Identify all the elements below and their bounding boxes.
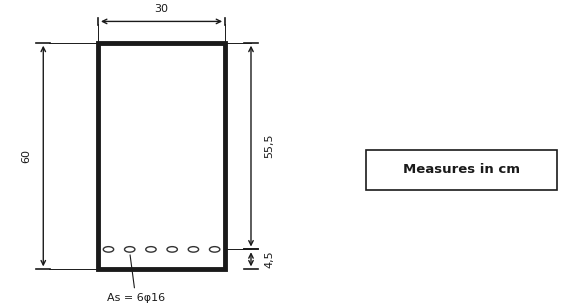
Bar bbox=[98, 43, 225, 269]
Bar bbox=[366, 150, 557, 190]
Text: Measures in cm: Measures in cm bbox=[403, 163, 520, 176]
Text: 4,5: 4,5 bbox=[264, 251, 275, 268]
Text: 60: 60 bbox=[21, 149, 31, 163]
Text: 30: 30 bbox=[155, 4, 168, 14]
Text: As = 6φ16: As = 6φ16 bbox=[107, 255, 165, 303]
Text: 55,5: 55,5 bbox=[264, 134, 275, 159]
